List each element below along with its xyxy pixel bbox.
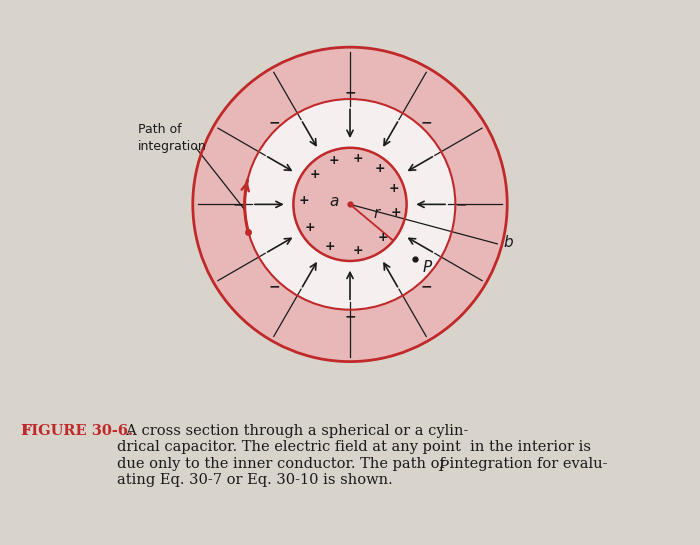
Text: +: + <box>391 206 401 219</box>
Text: −: − <box>268 116 280 130</box>
Text: +: + <box>329 154 340 167</box>
Text: +: + <box>389 182 399 195</box>
Text: +: + <box>353 152 363 165</box>
Text: +: + <box>374 162 385 175</box>
Text: −: − <box>232 197 244 211</box>
Text: a: a <box>330 193 339 209</box>
Circle shape <box>293 148 407 261</box>
Text: P: P <box>438 460 448 474</box>
Text: −: − <box>456 197 468 211</box>
Text: +: + <box>304 221 315 234</box>
Text: A cross section through a spherical or a cylin-
drical capacitor. The electric f: A cross section through a spherical or a… <box>118 424 608 487</box>
Text: −: − <box>344 86 356 100</box>
Circle shape <box>245 99 455 310</box>
Text: −: − <box>268 279 280 293</box>
Text: +: + <box>298 194 309 207</box>
Text: +: + <box>353 244 363 257</box>
Text: +: + <box>377 231 388 244</box>
Circle shape <box>193 47 508 361</box>
Text: +: + <box>309 168 320 181</box>
Text: −: − <box>420 279 432 293</box>
Text: −: − <box>420 116 432 130</box>
Text: −: − <box>344 309 356 323</box>
Text: +: + <box>325 240 336 253</box>
Text: Path of
integration: Path of integration <box>138 123 206 153</box>
Text: FIGURE 30-6.: FIGURE 30-6. <box>21 424 133 438</box>
Text: b: b <box>503 235 513 250</box>
Text: F: F <box>21 424 31 438</box>
Text: r: r <box>374 207 380 221</box>
Text: P: P <box>422 260 432 275</box>
